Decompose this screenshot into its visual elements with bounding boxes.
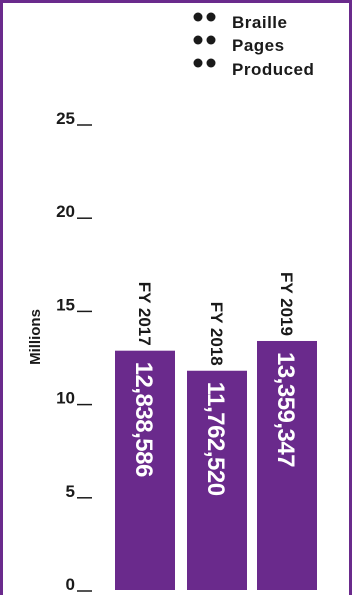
value-label: 13,359,347 bbox=[272, 352, 299, 467]
value-label: 12,838,586 bbox=[130, 362, 157, 477]
bar bbox=[115, 350, 175, 590]
y-tick-label: 5 bbox=[66, 482, 75, 501]
y-tick-label: 25 bbox=[56, 109, 75, 128]
legend-line-1: Braille bbox=[232, 13, 287, 32]
frame-top-border bbox=[0, 0, 352, 3]
y-tick-label: 0 bbox=[66, 575, 75, 594]
category-labels: FY 2017 FY 2018 FY 2019 bbox=[135, 272, 296, 366]
braille-cell-icon bbox=[193, 12, 216, 68]
frame-left-border bbox=[0, 0, 3, 595]
legend-line-2: Pages bbox=[232, 36, 285, 55]
value-labels: 12,838,586 11,762,520 13,359,347 bbox=[130, 352, 299, 496]
y-axis-title: Millions bbox=[27, 309, 44, 365]
y-axis-ticks: 0 5 10 15 20 25 bbox=[56, 109, 92, 594]
legend-line-3: Produced bbox=[232, 60, 314, 79]
category-label: FY 2017 bbox=[135, 282, 154, 346]
category-label: FY 2018 bbox=[207, 302, 226, 366]
value-label: 11,762,520 bbox=[202, 382, 229, 496]
frame-right-border bbox=[349, 0, 352, 595]
category-label: FY 2019 bbox=[277, 272, 296, 336]
bar bbox=[257, 340, 317, 590]
y-tick-label: 20 bbox=[56, 202, 75, 221]
chart-legend: Braille Pages Produced bbox=[193, 12, 314, 79]
bar bbox=[187, 370, 247, 590]
y-tick-label: 10 bbox=[56, 389, 75, 408]
y-tick-label: 15 bbox=[56, 295, 75, 314]
bars bbox=[115, 340, 317, 590]
